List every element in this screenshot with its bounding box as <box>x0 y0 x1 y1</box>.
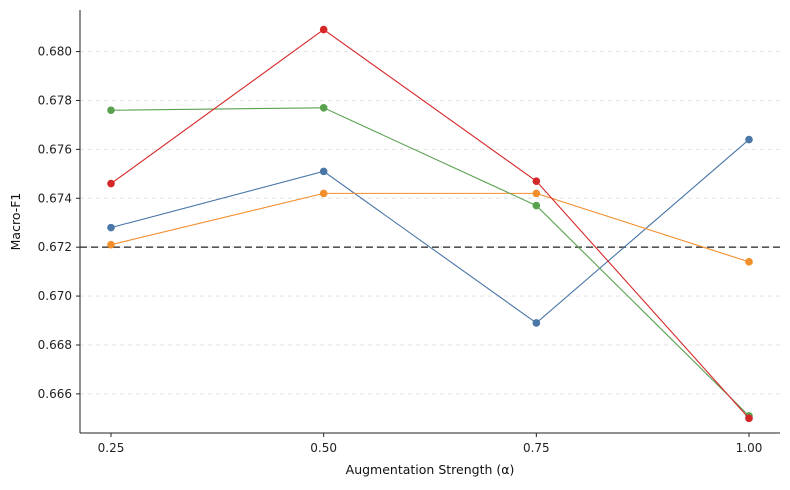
series-4-point <box>107 179 115 188</box>
series-line-4 <box>110 28 750 419</box>
series-2-point <box>107 240 115 249</box>
x-tick-label: 0.25 <box>98 441 125 455</box>
y-tick-label: 0.676 <box>38 142 72 156</box>
series-3-point <box>319 104 328 112</box>
series-layer <box>107 25 753 423</box>
x-tick-label: 0.75 <box>523 441 550 455</box>
series-4-point <box>319 25 328 34</box>
y-axis-title: Macro-F1 <box>8 193 23 251</box>
series-3-point <box>107 106 115 115</box>
x-tick-label: 0.50 <box>310 441 337 455</box>
series-1-point <box>745 135 753 144</box>
series-4-point <box>745 414 753 423</box>
x-tick-label: 1.00 <box>736 441 763 455</box>
y-tick-label: 0.674 <box>38 191 72 205</box>
series-1-point <box>107 223 115 232</box>
series-line-2 <box>110 192 750 263</box>
series-3-point <box>532 201 541 210</box>
series-1-point <box>532 319 541 327</box>
y-tick-label: 0.678 <box>38 93 72 107</box>
y-tick-label: 0.668 <box>38 338 72 352</box>
series-4-point <box>532 177 541 185</box>
y-tick-label: 0.670 <box>38 289 72 303</box>
series-2-point <box>532 189 541 198</box>
axes: 0.666 0.668 0.670 0.672 0.674 0.676 0.678 0.680… <box>38 10 780 455</box>
series-1-point <box>319 167 328 176</box>
x-axis-title: Augmentation Strength (α) <box>346 462 515 477</box>
series-line-1 <box>110 139 750 324</box>
series-line-3 <box>110 107 750 417</box>
y-tick-label: 0.666 <box>38 387 72 401</box>
y-tick-label: 0.680 <box>38 45 72 59</box>
y-tick-label: 0.672 <box>38 240 72 254</box>
series-2-point <box>745 258 753 266</box>
series-2-point <box>319 189 328 198</box>
